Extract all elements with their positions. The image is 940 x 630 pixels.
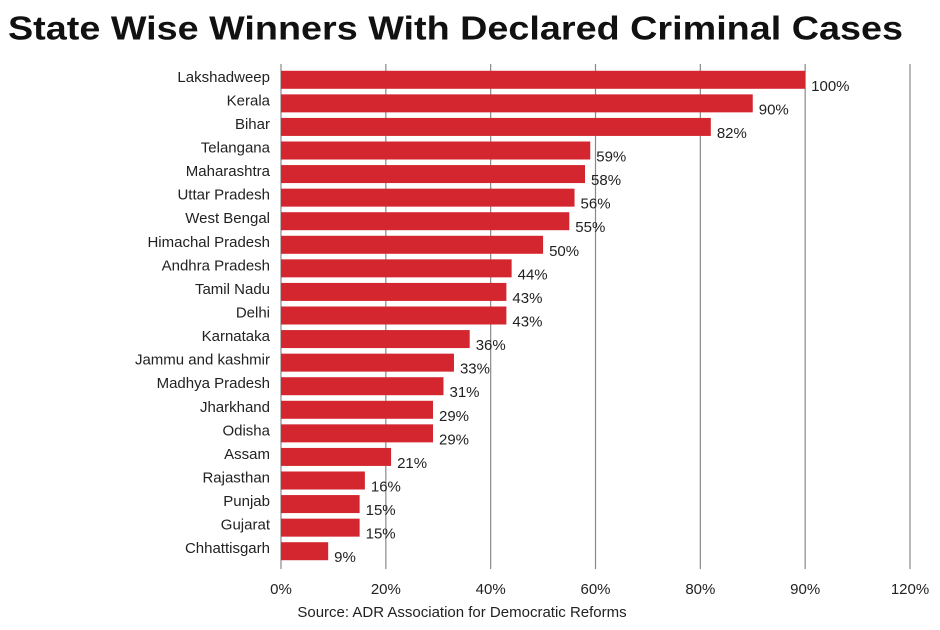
x-tick-label: 60%	[580, 581, 610, 598]
y-tick-label: West Bengal	[185, 210, 270, 227]
bar	[281, 94, 753, 113]
bar	[281, 235, 544, 254]
y-tick-label: Gujarat	[221, 517, 271, 534]
y-tick-label: Punjab	[223, 493, 270, 510]
y-tick-label: Kerala	[227, 92, 271, 109]
y-tick-label: Uttar Pradesh	[177, 187, 270, 204]
y-tick-label: Delhi	[236, 304, 270, 321]
y-tick-label: Madhya Pradesh	[157, 375, 270, 392]
x-tick-label: 120%	[891, 581, 929, 598]
bar	[281, 542, 329, 561]
value-label: 55%	[575, 219, 605, 236]
value-label: 15%	[366, 526, 396, 543]
x-tick-label: 0%	[270, 581, 292, 598]
value-label: 43%	[512, 313, 542, 330]
value-label: 56%	[581, 196, 611, 213]
value-label: 36%	[476, 337, 506, 354]
bar	[281, 306, 507, 325]
bar	[281, 400, 434, 419]
value-label: 43%	[512, 290, 542, 307]
value-label: 29%	[439, 431, 469, 448]
y-tick-label: Bihar	[235, 116, 270, 133]
y-tick-label: Maharashtra	[186, 163, 271, 180]
x-tick-label: 90%	[790, 581, 820, 598]
bar	[281, 447, 392, 466]
bar	[281, 259, 512, 278]
value-label: 29%	[439, 408, 469, 425]
value-label: 100%	[811, 78, 849, 95]
value-label: 16%	[371, 478, 401, 495]
bar	[281, 212, 570, 231]
y-tick-label: Karnataka	[202, 328, 271, 345]
y-tick-label: Telangana	[201, 139, 271, 156]
bar	[281, 330, 470, 349]
value-label: 15%	[366, 502, 396, 519]
x-tick-label: 20%	[371, 581, 401, 598]
y-tick-label: Tamil Nadu	[195, 281, 270, 298]
y-tick-label: Rajasthan	[202, 469, 270, 486]
source-note: Source: ADR Association for Democratic R…	[297, 604, 626, 621]
y-tick-label: Jammu and kashmir	[135, 352, 270, 369]
bar	[281, 70, 806, 89]
bar	[281, 518, 360, 537]
value-label: 44%	[518, 266, 548, 283]
bar	[281, 424, 434, 443]
bar	[281, 471, 365, 490]
y-tick-label: Andhra Pradesh	[162, 257, 270, 274]
y-tick-label: Himachal Pradesh	[147, 234, 270, 251]
bar	[281, 495, 360, 514]
bar	[281, 377, 444, 396]
y-tick-label: Lakshadweep	[177, 69, 270, 86]
value-label: 33%	[460, 361, 490, 378]
bar	[281, 165, 586, 184]
y-tick-label: Jharkhand	[200, 399, 270, 416]
value-label: 9%	[334, 549, 356, 566]
chart-title: State Wise Winners With Declared Crimina…	[8, 10, 903, 47]
value-label: 59%	[596, 148, 626, 165]
x-tick-label: 40%	[476, 581, 506, 598]
bar	[281, 141, 591, 160]
value-label: 58%	[591, 172, 621, 189]
y-tick-label: Assam	[224, 446, 270, 463]
value-label: 50%	[549, 243, 579, 260]
bar	[281, 282, 507, 301]
value-label: 21%	[397, 455, 427, 472]
bar	[281, 188, 575, 207]
bar	[281, 117, 711, 136]
value-label: 82%	[717, 125, 747, 142]
value-label: 90%	[759, 101, 789, 118]
x-tick-label: 80%	[685, 581, 715, 598]
value-label: 31%	[449, 384, 479, 401]
y-tick-label: Odisha	[222, 422, 270, 439]
bar	[281, 353, 454, 372]
y-tick-label: Chhattisgarh	[185, 540, 270, 557]
